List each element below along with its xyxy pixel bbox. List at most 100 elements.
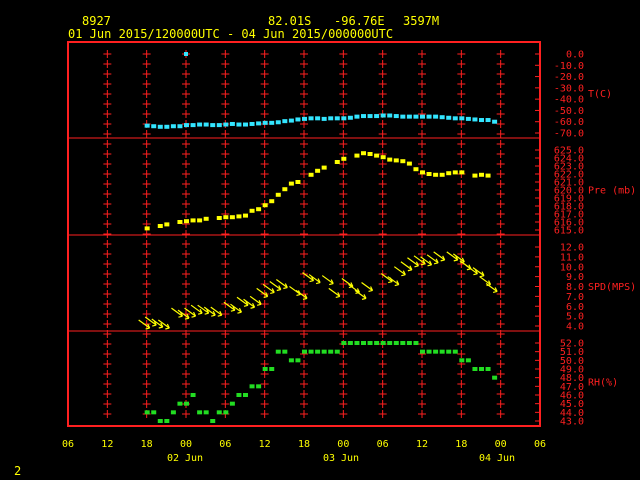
temperature-point	[452, 116, 458, 121]
y-tick-label: -70.0	[554, 129, 584, 140]
temperature-point	[446, 115, 452, 120]
y-tick-label: 47.0	[560, 382, 584, 393]
temperature-point	[354, 114, 360, 119]
rh-point	[328, 349, 334, 354]
pressure-point	[406, 161, 412, 166]
rh-point	[229, 401, 235, 406]
rh-point	[420, 349, 425, 354]
wind-arrow-head	[335, 295, 340, 298]
x-tick-label: 12	[416, 439, 428, 450]
wind-arrow-head	[283, 286, 288, 290]
rh-point	[354, 341, 360, 345]
pressure-point	[459, 170, 465, 175]
rh-point	[190, 393, 196, 397]
wind-arrow-head	[317, 278, 321, 283]
temperature-point	[190, 123, 196, 128]
pressure-point	[190, 218, 196, 223]
wind-arrow-head	[145, 327, 150, 330]
temperature-point	[315, 116, 321, 121]
y-tick-label: 625.0	[554, 146, 584, 157]
pressure-point	[275, 192, 281, 197]
wind-arrow	[262, 283, 275, 293]
rh-point	[302, 349, 307, 354]
wind-arrow	[249, 295, 262, 305]
x-tick-label: 12	[101, 439, 113, 450]
wind-arrow-head	[440, 259, 445, 262]
temperature-point	[472, 117, 478, 122]
pressure-point	[387, 157, 393, 162]
wind-arrow	[321, 275, 334, 285]
wind-arrow-head	[296, 293, 301, 297]
rh-point	[387, 341, 393, 345]
wind-arrow-head	[330, 279, 334, 284]
panel-label: SPD(MPS)	[588, 282, 636, 293]
wind-arrow	[446, 251, 459, 261]
wind-arrow	[380, 273, 393, 283]
wind-arrow	[243, 298, 255, 308]
temperature-point	[341, 116, 347, 121]
y-tick-label: 44.0	[560, 408, 584, 419]
wind-arrow-head	[414, 265, 419, 268]
pressure-point	[446, 171, 452, 176]
pressure-point	[334, 160, 340, 164]
wind-arrow-head	[271, 288, 275, 293]
rh-point	[459, 358, 465, 363]
wind-arrow-head	[370, 286, 374, 291]
pressure-point	[262, 203, 268, 208]
pressure-point	[361, 151, 366, 156]
temperature-point	[485, 118, 491, 123]
page-number: 2	[14, 464, 22, 478]
temperature-point	[426, 114, 432, 119]
pressure-point	[308, 172, 314, 177]
rh-point	[361, 341, 366, 345]
wind-arrow	[426, 254, 439, 264]
rh-point	[151, 410, 157, 415]
temperature-point	[479, 118, 484, 123]
rh-point	[446, 349, 452, 354]
wind-arrow	[452, 253, 465, 263]
wind-arrow	[387, 276, 400, 286]
temperature-point	[288, 118, 294, 123]
wind-arrow-head	[453, 259, 458, 262]
wind-arrow-head	[258, 300, 262, 305]
y-tick-label: 621.0	[554, 178, 584, 189]
temperature-point	[157, 124, 163, 129]
wind-arrow-head	[394, 283, 399, 287]
wind-arrow-head	[302, 297, 308, 300]
rh-point	[380, 341, 386, 345]
wind-arrow-head	[237, 311, 242, 314]
temperature-point	[249, 121, 255, 126]
wind-arrow-head	[415, 261, 419, 267]
temperature-point	[243, 122, 248, 127]
wind-arrow-head	[488, 280, 492, 285]
temperature-point	[328, 116, 334, 121]
y-tick-label: -30.0	[554, 83, 584, 94]
wind-arrow-head	[356, 288, 360, 293]
wind-arrow-head	[252, 302, 256, 308]
rh-point	[433, 349, 439, 354]
rh-point	[347, 341, 353, 345]
temperature-point	[459, 116, 465, 121]
temperature-point	[406, 114, 412, 119]
y-tick-label: 48.0	[560, 373, 584, 384]
wind-arrow	[354, 289, 367, 299]
pressure-point	[177, 220, 183, 224]
temperature-point	[347, 115, 353, 120]
y-tick-label: 45.0	[560, 399, 584, 410]
temperature-point	[465, 116, 471, 121]
wind-arrow-head	[420, 263, 426, 266]
rh-point	[243, 393, 248, 397]
wind-arrow-head	[278, 285, 282, 290]
wind-arrow	[308, 274, 321, 284]
wind-arrow-head	[147, 323, 151, 329]
x-tick-label: 06	[377, 439, 389, 450]
wind-arrow-head	[219, 310, 223, 316]
rh-point	[334, 349, 340, 354]
wind-arrow	[190, 304, 203, 314]
y-tick-label: 10.0	[560, 262, 584, 273]
y-tick-label: -50.0	[554, 106, 584, 117]
rh-point	[275, 349, 281, 354]
temperature-point	[374, 114, 380, 119]
wind-arrow-head	[197, 312, 203, 315]
wind-arrow	[275, 279, 288, 288]
